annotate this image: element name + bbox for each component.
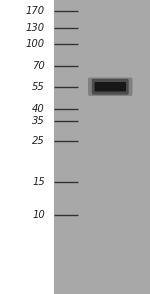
Text: 55: 55 (32, 82, 45, 92)
FancyBboxPatch shape (94, 82, 126, 91)
Text: 170: 170 (26, 6, 45, 16)
Text: 25: 25 (32, 136, 45, 146)
Bar (54, 0, 150, 294)
Text: 35: 35 (32, 116, 45, 126)
Text: 100: 100 (26, 39, 45, 49)
Text: 70: 70 (32, 61, 45, 71)
Text: 130: 130 (26, 23, 45, 33)
FancyBboxPatch shape (92, 79, 129, 95)
Text: 10: 10 (32, 210, 45, 220)
FancyBboxPatch shape (88, 78, 132, 96)
Text: 40: 40 (32, 104, 45, 114)
Text: 15: 15 (32, 177, 45, 187)
